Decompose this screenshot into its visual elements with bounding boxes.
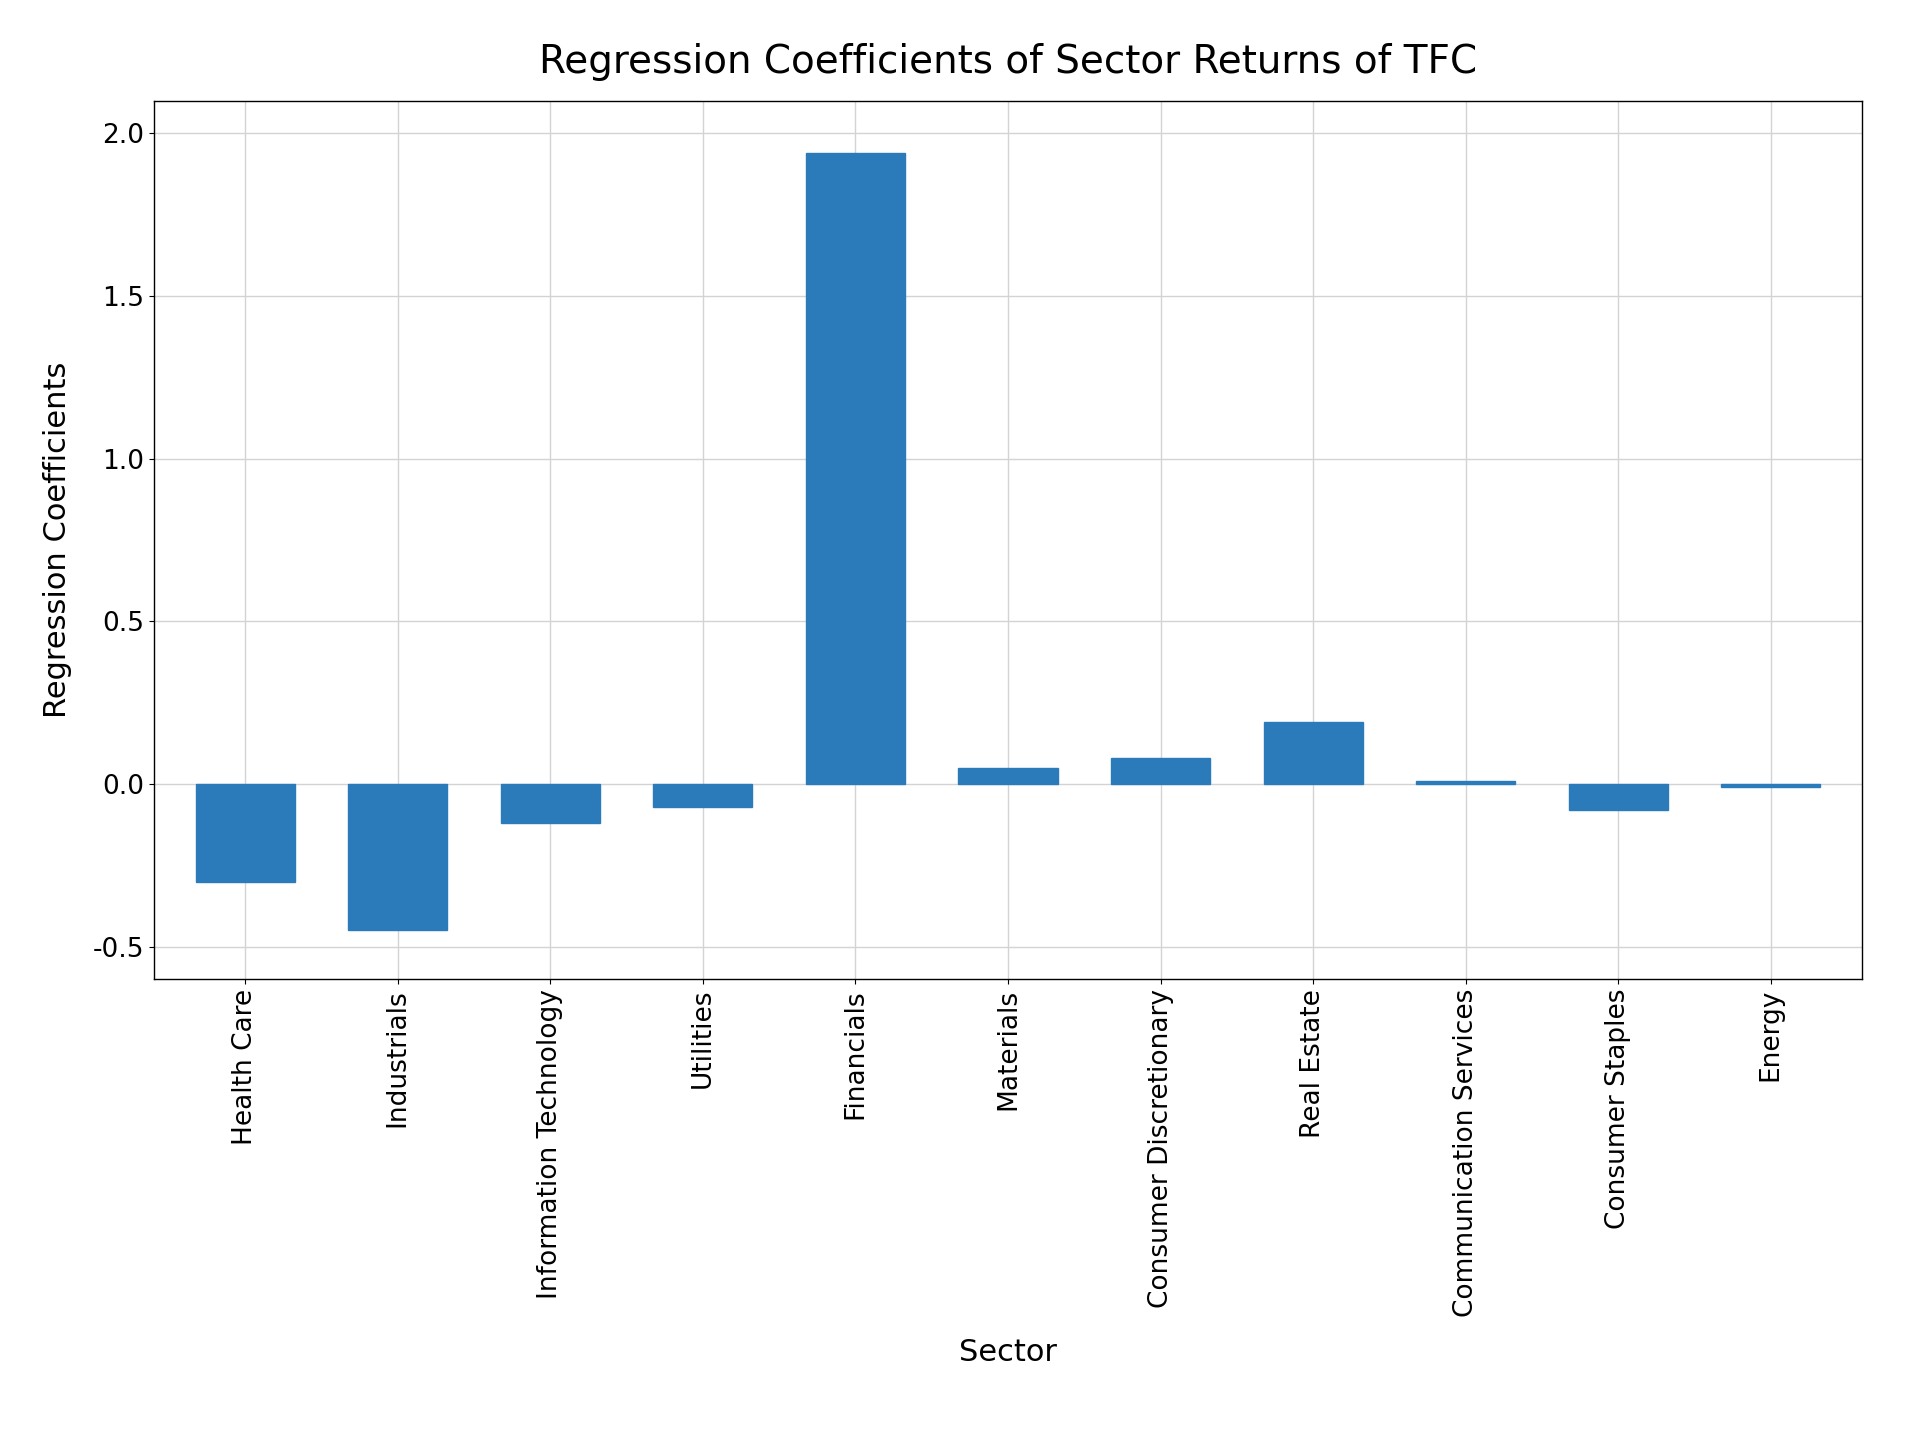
Bar bbox=[1112, 757, 1210, 783]
Bar bbox=[1720, 783, 1820, 788]
Bar bbox=[348, 783, 447, 930]
Bar bbox=[958, 768, 1058, 783]
Bar bbox=[501, 783, 599, 824]
Title: Regression Coefficients of Sector Returns of TFC: Regression Coefficients of Sector Return… bbox=[540, 43, 1476, 81]
Y-axis label: Regression Coefficients: Regression Coefficients bbox=[42, 361, 71, 719]
X-axis label: Sector: Sector bbox=[958, 1338, 1058, 1367]
Bar bbox=[1569, 783, 1668, 811]
Bar bbox=[653, 783, 753, 806]
Bar bbox=[196, 783, 296, 881]
Bar bbox=[806, 153, 904, 783]
Bar bbox=[1263, 723, 1363, 783]
Bar bbox=[1417, 780, 1515, 783]
